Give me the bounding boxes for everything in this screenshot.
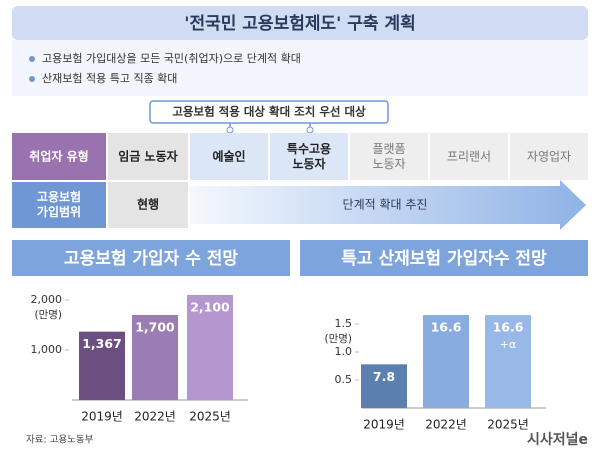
- bracket-box: [149, 100, 389, 124]
- cell: [108, 133, 188, 180]
- bracket-label: 고용보험 적용 대상 확대 조치 우선 대상: [172, 105, 366, 119]
- source: 자료: 고용노동부: [26, 435, 94, 446]
- x-tick-label: 2022년: [134, 410, 176, 424]
- value-label: 7.8: [373, 369, 395, 384]
- cell-text: 노동자: [292, 156, 325, 171]
- bullet: 고용보험 가입대상을 모든 국민(취업자)으로 단계적 확대: [42, 52, 301, 65]
- cell-text: 플랫폼: [372, 142, 405, 156]
- bracket-dot: [306, 126, 314, 134]
- value-label: 2,100: [190, 300, 230, 315]
- bar: [485, 315, 531, 408]
- bullet-box: [12, 40, 588, 96]
- cell-text: 취업자 유형: [29, 149, 88, 164]
- bracket-lines: [229, 123, 311, 130]
- chart-title: 고용보험 가입자 수 전망: [64, 248, 239, 269]
- cell-text: 자영업자: [527, 150, 571, 164]
- y-tick-label: 2,000: [31, 293, 63, 306]
- cell-text: 노동자: [372, 157, 405, 171]
- bracket-dot: [226, 126, 234, 134]
- chart-title: 특고 산재보험 가입자수 전망: [341, 248, 547, 269]
- x-tick-label: 2025년: [487, 418, 529, 432]
- cell: [510, 133, 588, 180]
- logo: 시사저널e: [527, 432, 588, 448]
- cell: [12, 133, 106, 180]
- bar: [132, 315, 178, 400]
- x-tick-label: 2019년: [81, 410, 123, 424]
- cell-text: 프리랜서: [447, 150, 491, 164]
- y-tick-label: 1.0: [335, 345, 353, 358]
- cell: [270, 133, 348, 180]
- y-tick-label: 1,000: [31, 343, 63, 356]
- bar: [187, 295, 233, 400]
- value-label: 16.6: [431, 320, 462, 335]
- cell-text: 현행: [137, 197, 159, 212]
- cell: [12, 182, 106, 228]
- y-unit: (만명): [324, 333, 352, 345]
- title: '전국민 고용보험제도' 구축 계획: [184, 13, 415, 34]
- cell-text: 예술인: [212, 149, 245, 164]
- y-tick-label: 1.5: [335, 317, 353, 330]
- x-tick-label: 2025년: [189, 410, 231, 424]
- cell: [430, 133, 508, 180]
- x-tick-label: 2022년: [425, 418, 467, 432]
- bar: [423, 315, 469, 408]
- bullet-dot: [29, 56, 35, 62]
- x-tick-label: 2019년: [363, 418, 405, 432]
- cell-text: 특수고용: [287, 141, 331, 156]
- cell: [190, 133, 268, 180]
- value-label: 16.6: [493, 320, 524, 335]
- arrow: [190, 180, 586, 230]
- cell-text: 단계적 확대 추진: [343, 198, 428, 212]
- bullet: 산재보험 적용 특고 직종 확대: [42, 72, 177, 85]
- annotation: +α: [500, 338, 516, 351]
- cell-text: 가입범위: [37, 204, 81, 219]
- chart-title-banner: [300, 240, 588, 276]
- chart-title-banner: [12, 240, 290, 276]
- y-tick-label: 0.5: [335, 373, 353, 386]
- y-unit: (만명): [34, 309, 62, 321]
- cell: [350, 133, 428, 180]
- bullet-dot: [29, 76, 35, 82]
- cell-text: 임금 노동자: [118, 149, 177, 164]
- cell: [108, 182, 188, 228]
- value-label: 1,700: [135, 320, 175, 335]
- title-banner: [12, 6, 588, 40]
- bar: [361, 364, 407, 408]
- value-label: 1,367: [82, 336, 122, 351]
- bar: [79, 331, 125, 400]
- cell-text: 고용보험: [37, 189, 81, 204]
